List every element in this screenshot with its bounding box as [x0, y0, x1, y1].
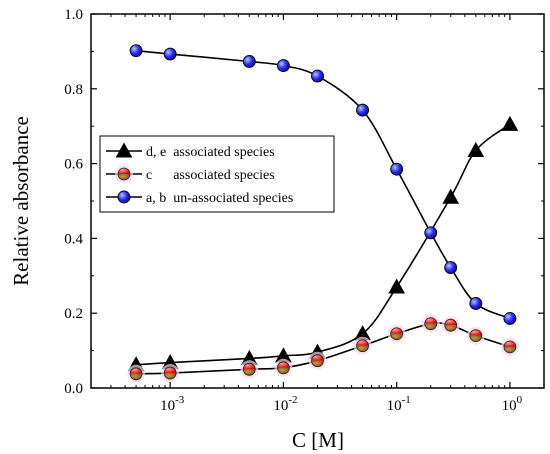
marker-bottom-half: [118, 174, 130, 180]
marker-top-half: [277, 361, 290, 368]
y-axis-title: Relative absorbance: [9, 116, 33, 286]
axis-ticks: 0.0 0.2 0.4 0.6 0.8 1.0 10-3 10-2 10-1 100: [64, 7, 545, 414]
marker-top-half: [356, 339, 369, 346]
marker-top-half: [118, 168, 130, 174]
data-point: [503, 311, 517, 325]
data-point: [441, 316, 460, 335]
series-2-points: [127, 314, 519, 383]
marker-outline: [424, 317, 438, 331]
marker-top-half: [130, 367, 143, 374]
data-point: [308, 351, 327, 370]
marker-outline: [277, 361, 290, 375]
marker-outline: [117, 167, 131, 181]
marker-outline: [163, 366, 177, 380]
legend-marker: [117, 190, 131, 204]
marker-outline: [469, 329, 483, 343]
data-point: [163, 47, 177, 61]
marker-bottom-half: [277, 367, 290, 374]
marker-outline: [503, 340, 517, 354]
marker-bottom-half: [424, 323, 437, 330]
data-point: [353, 336, 372, 355]
legend-label: a, b un-associated species: [146, 191, 293, 206]
y-tick-label: 0.6: [64, 157, 83, 173]
legend-marker: [115, 165, 133, 183]
x-tick-label: 100: [502, 394, 523, 414]
marker-top-half: [503, 340, 516, 347]
data-point: [276, 59, 290, 73]
y-tick-label: 0.4: [64, 231, 83, 247]
legend-label: c associated species: [146, 168, 275, 183]
marker-bottom-half: [164, 373, 177, 380]
data-point: [161, 364, 180, 383]
marker-top-half: [390, 327, 403, 334]
data-point: [240, 360, 259, 379]
marker-bottom-half: [469, 335, 482, 342]
marker-top-half: [243, 363, 256, 370]
data-point: [387, 324, 406, 343]
marker-bottom-half: [243, 369, 256, 376]
data-point: [311, 69, 324, 83]
marker-outline: [390, 327, 404, 341]
marker-outline: [242, 362, 256, 376]
data-point: [388, 278, 406, 294]
y-tick-label: 1.0: [64, 7, 83, 23]
data-point: [356, 103, 370, 117]
y-tick-label: 0.2: [64, 306, 83, 322]
series-3-points: [129, 44, 517, 325]
data-point: [467, 141, 485, 158]
marker-bottom-half: [311, 360, 324, 367]
marker-top-half: [164, 367, 177, 374]
data-point: [242, 55, 256, 68]
marker-bottom-half: [356, 345, 369, 352]
marker-outline: [356, 339, 369, 353]
marker-top-half: [469, 329, 482, 336]
data-point: [129, 44, 143, 58]
marker-bottom-half: [503, 346, 516, 353]
marker-bottom-half: [444, 325, 457, 332]
data-point: [500, 337, 519, 356]
data-point: [501, 115, 519, 131]
data-point: [424, 226, 438, 240]
data-point: [127, 364, 146, 383]
marker-outline: [129, 367, 143, 381]
fit-curve-series-1: [136, 123, 511, 366]
x-axis-title: C [M]: [292, 428, 344, 452]
marker-bottom-half: [390, 333, 403, 340]
x-tick-label: 10-2: [273, 394, 297, 414]
x-tick-label: 10-1: [387, 394, 411, 414]
marker-top-half: [424, 317, 437, 324]
legend-marker: [115, 142, 133, 158]
x-tick-label: 10-3: [160, 394, 185, 414]
marker-bottom-half: [130, 373, 143, 380]
data-point: [390, 162, 404, 176]
y-tick-label: 0.0: [64, 381, 83, 397]
data-point: [444, 261, 458, 275]
data-point: [469, 297, 483, 310]
legend-label: d, e associated species: [146, 145, 275, 160]
data-points: [127, 44, 519, 383]
data-point: [421, 314, 440, 333]
marker-outline: [311, 354, 324, 368]
data-point: [442, 188, 460, 204]
y-tick-label: 0.8: [64, 82, 83, 98]
marker-top-half: [444, 319, 457, 326]
data-point: [466, 326, 485, 345]
legend: d, e associated species c associated spec…: [99, 135, 335, 213]
marker-outline: [444, 318, 458, 332]
marker-top-half: [311, 354, 324, 361]
data-point: [274, 358, 293, 377]
